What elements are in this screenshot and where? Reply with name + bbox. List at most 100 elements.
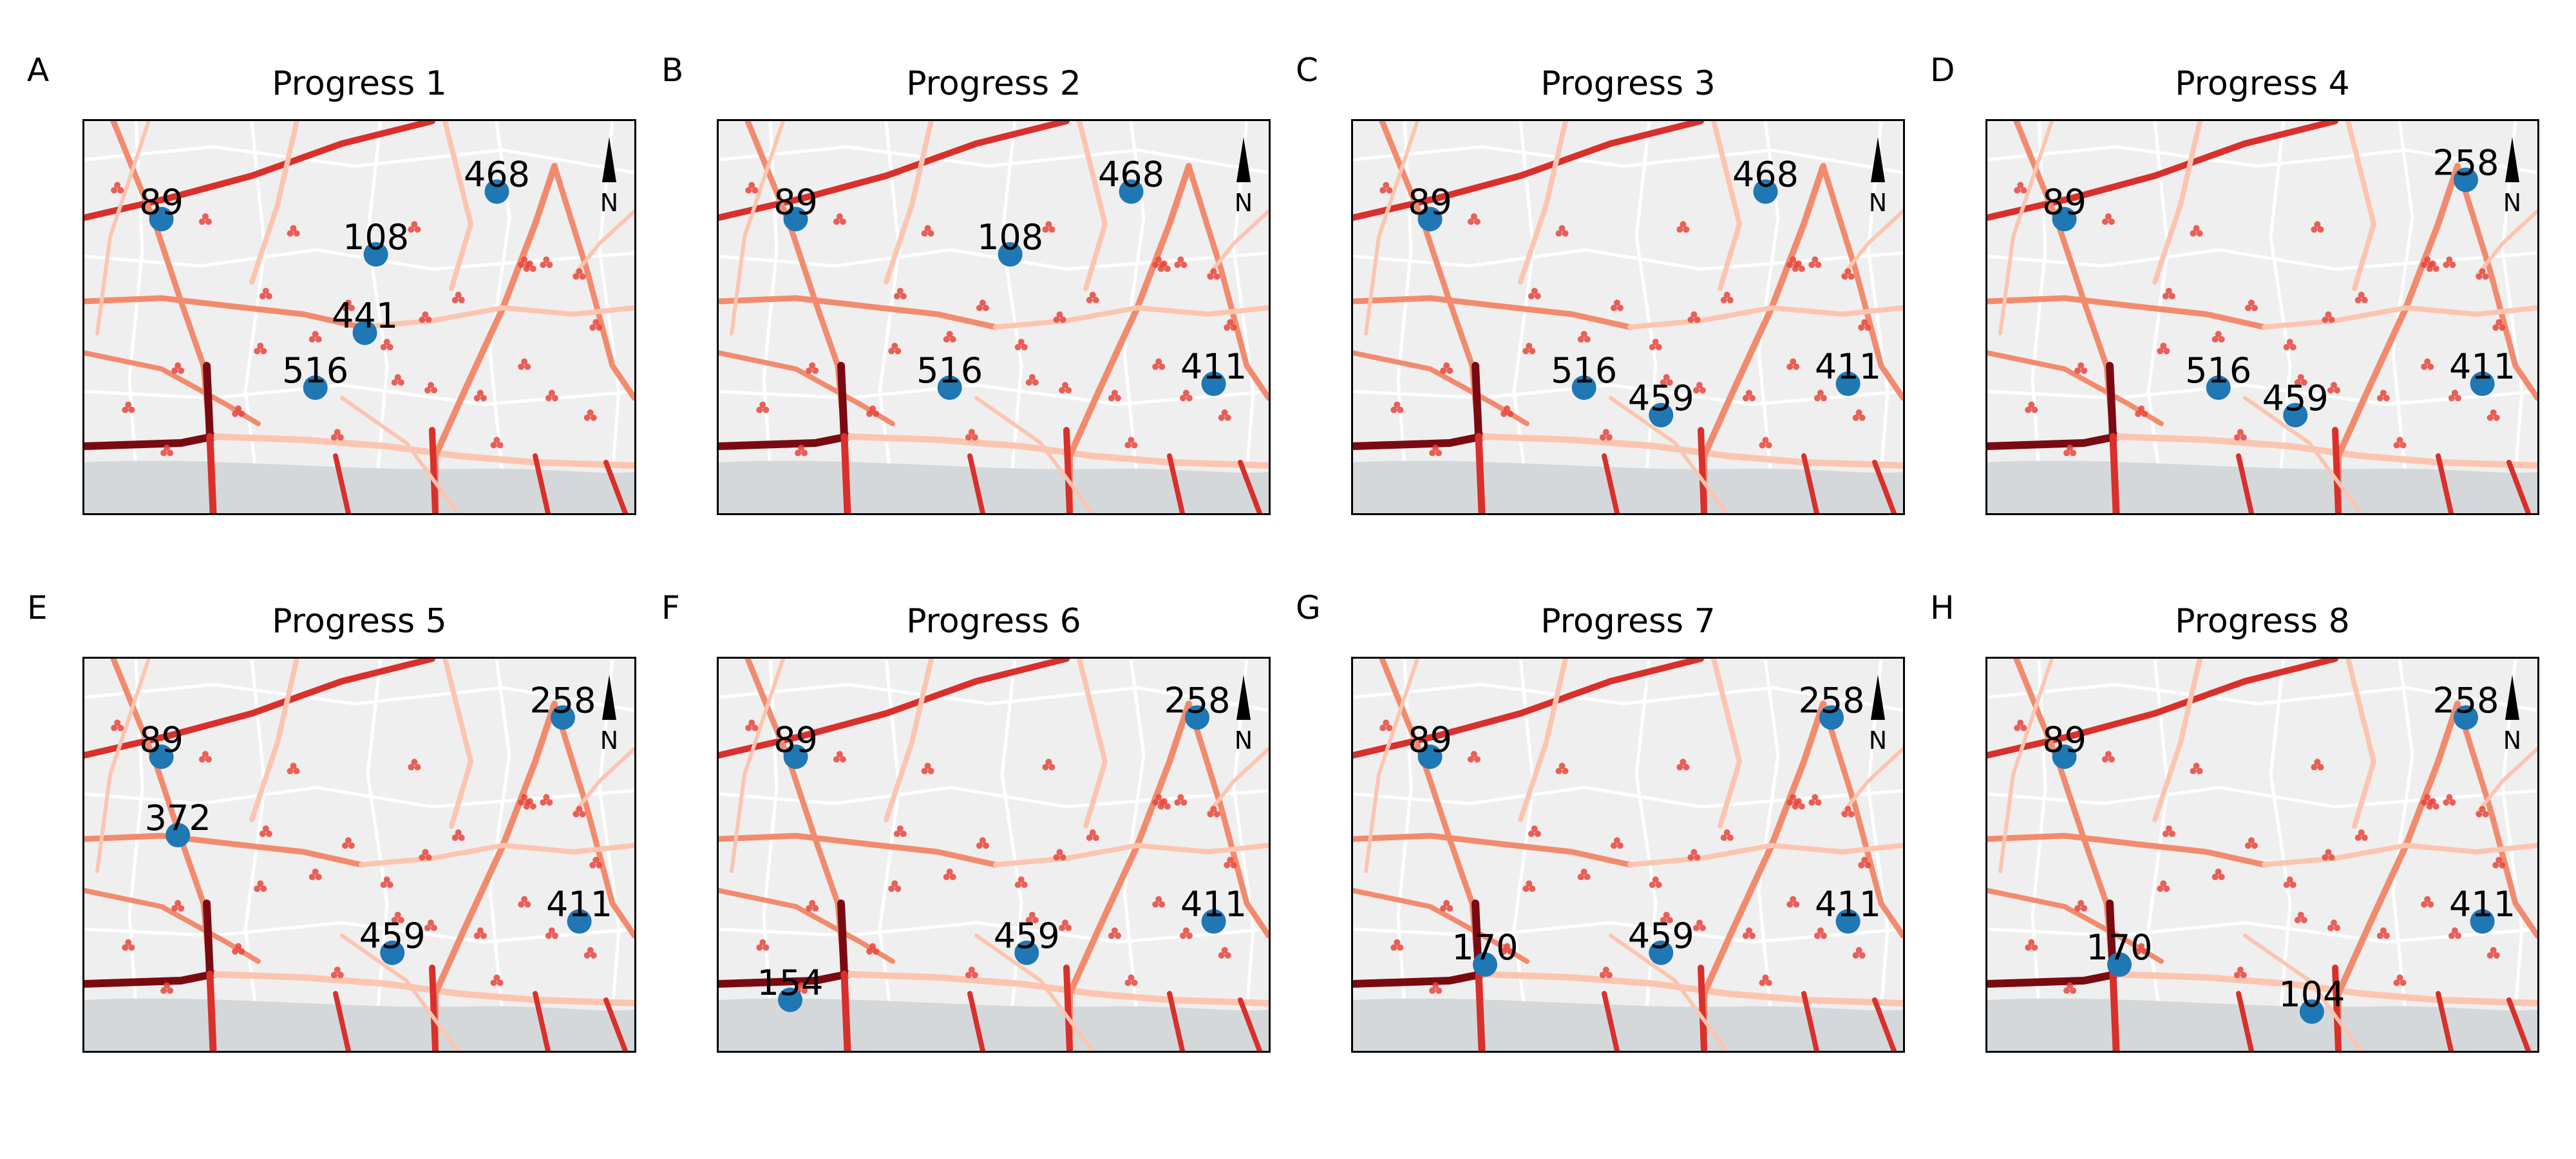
street-line [719,921,1269,944]
incident-cluster-icon [518,358,531,370]
street-line [1122,121,1146,513]
road-segment [1987,833,2268,868]
marker-label: 258 [2432,142,2499,183]
street-line [2269,121,2292,513]
marker-label: 108 [977,217,1043,258]
incident-cluster-icon [2327,919,2341,932]
road-segment [1475,433,1486,513]
incident-cluster-icon [490,974,504,986]
map-basemap [719,659,1269,1051]
incident-cluster-icon [1390,401,1404,413]
incident-cluster-icon [893,287,907,299]
incident-cluster-icon [1025,911,1039,923]
street-line [366,659,389,1051]
incident-cluster-icon [451,292,465,304]
road-segment [1518,121,1568,285]
location-marker [1835,372,1861,397]
road-segment [551,163,634,401]
map-canvas: N 468 89 108 516 411 [719,121,1269,513]
marker-label: 516 [1551,350,1617,391]
marker-label: 411 [1180,346,1247,387]
street-line [84,921,634,944]
incident-cluster-icon [341,299,355,312]
map-panel: H Progress 8 N 258 89 411 170 104 [1903,538,2547,1079]
road-segment [2332,965,2342,1051]
incident-cluster-icon [2486,409,2500,421]
road-segment [730,121,785,335]
road-segment [1711,659,1742,829]
location-marker [1417,744,1443,769]
road-segment [442,121,473,291]
road-segment [1353,970,1486,988]
incident-cluster-icon [232,405,245,417]
incident-cluster-icon [1124,974,1138,986]
map-basemap [84,659,634,1051]
road-segment [1077,659,1108,829]
incident-cluster-icon [589,319,603,331]
incident-cluster-icon [1786,358,1800,370]
road-segment [844,971,1269,1006]
street-line [1987,248,2537,271]
map-frame: N 258 89 372 459 411 [82,657,636,1053]
location-marker [1014,940,1039,965]
road-segment [719,970,851,988]
incident-cluster-icon [1841,806,1855,818]
road-segment [1167,453,1185,513]
incident-cluster-icon [1224,856,1237,869]
incident-cluster-icon [254,880,267,892]
marker-label: 258 [1798,680,1864,721]
incident-cluster-icon [1086,829,1099,842]
road-segment [884,659,934,822]
map-frame: N 468 89 108 516 411 [717,119,1271,515]
road-segment [2475,209,2537,278]
incident-cluster-icon [583,409,597,421]
road-segment [95,659,151,873]
incident-cluster-icon [888,880,902,892]
road-segment [551,701,634,939]
street-line [878,659,901,1051]
road-segment [249,659,299,822]
incident-cluster-icon [833,213,846,225]
road-segment [1998,121,2054,335]
street-line [719,383,1269,406]
street-line [719,248,1269,271]
road-segment [1987,970,2120,988]
incident-cluster-icon [888,343,902,355]
incident-cluster-icon [1814,390,1827,402]
map-panel: D Progress 4 N 258 89 516 459 411 [1903,0,2547,541]
incident-cluster-icon [380,876,393,889]
incident-cluster-icon [380,339,393,351]
location-marker [380,940,405,965]
street-line [243,121,267,513]
incident-cluster-icon [2101,213,2115,225]
road-segment [1627,305,1903,330]
incident-cluster-icon [589,856,603,869]
road-segment [993,843,1269,867]
incident-cluster-icon [1786,896,1800,908]
incident-cluster-icon [2311,221,2324,233]
incident-cluster-icon [1174,794,1188,806]
location-marker [2299,999,2324,1024]
panel-letter: B [661,52,684,89]
road-segment [837,362,848,440]
panel-title: Progress 6 [906,602,1081,641]
map-basemap [84,121,634,513]
north-arrow-icon: N [2503,675,2521,755]
incident-cluster-icon [2135,405,2148,417]
incident-cluster-icon [1053,849,1066,861]
incident-cluster-icon [1610,299,1624,312]
incident-cluster-icon [2322,311,2335,323]
incident-cluster-icon [1053,311,1066,323]
location-marker [1417,207,1443,232]
marker-label: 411 [1815,884,1881,925]
incident-cluster-icon [806,362,819,374]
road-segment [1479,971,1903,1006]
incident-cluster-icon [2327,382,2341,394]
north-arrow-icon: N [1869,675,1887,755]
north-arrow-icon: N [600,137,618,217]
incident-cluster-icon [1379,182,1393,194]
incident-cluster-icon [2063,982,2077,994]
location-marker [998,242,1023,267]
